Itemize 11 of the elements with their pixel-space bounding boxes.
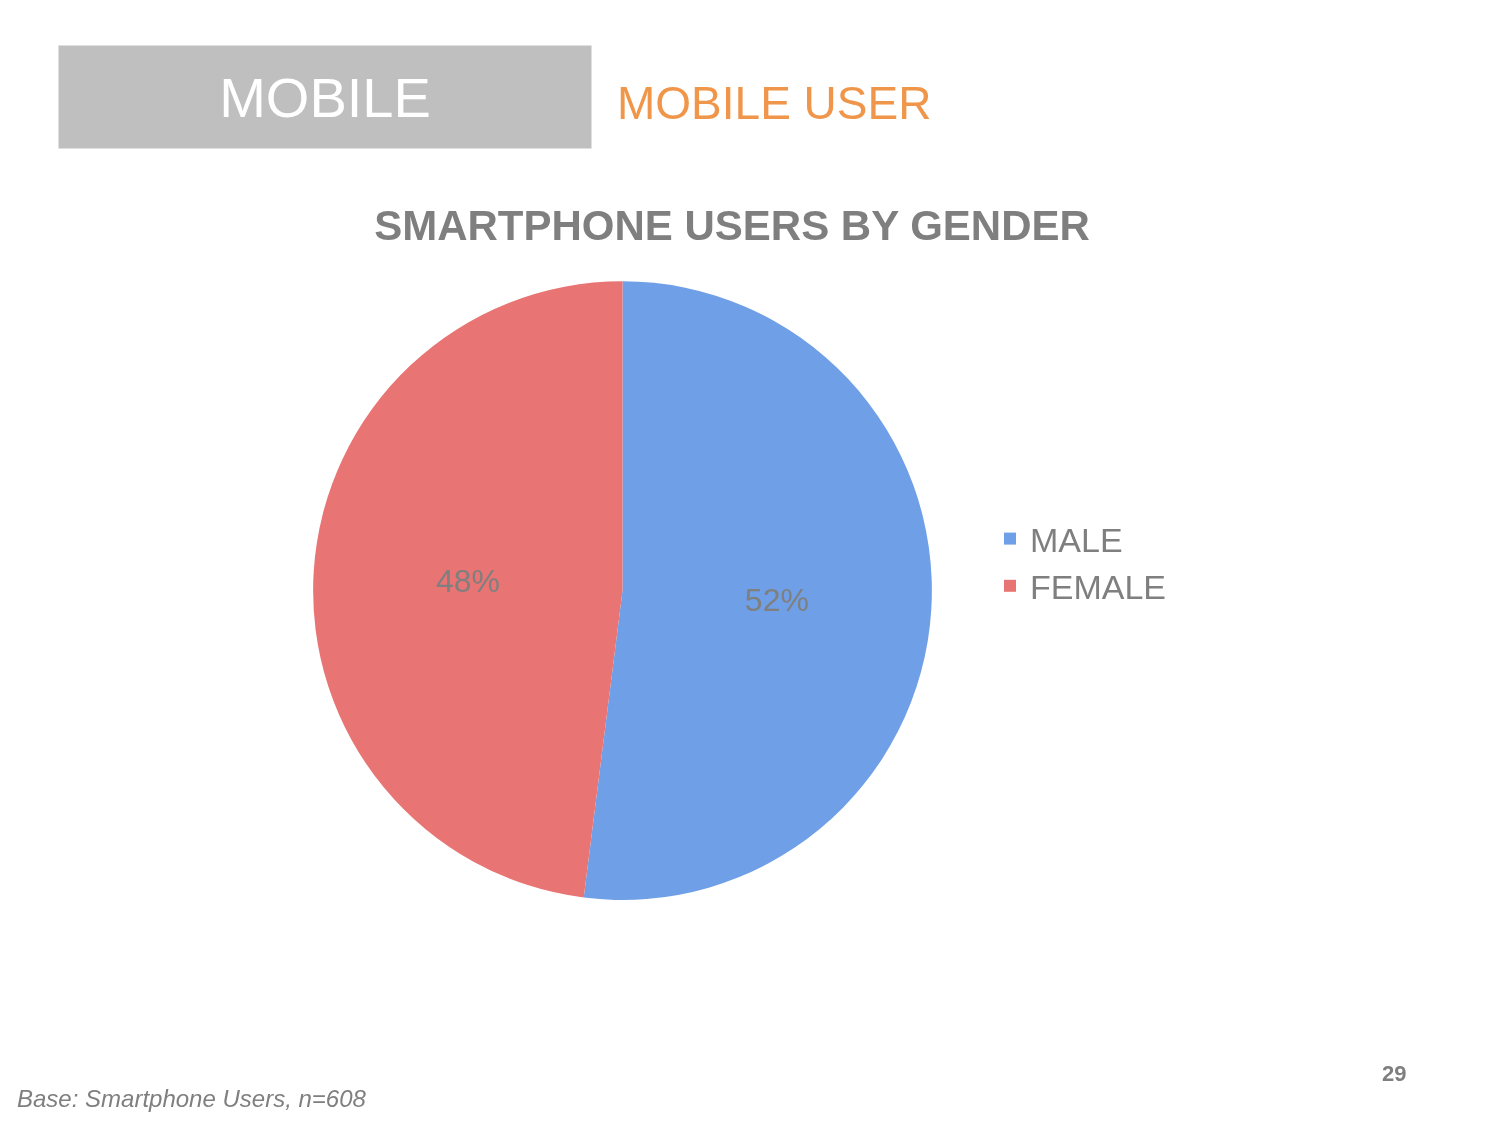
- text: MOBILE: [219, 65, 431, 129]
- chart-title: SMARTPHONE USERS BY GENDER: [374, 201, 1090, 249]
- text: Base: Smartphone Users, n=608: [17, 1085, 367, 1112]
- pie-slice: [583, 281, 932, 900]
- pie-slice: [313, 281, 623, 898]
- text: 29: [1382, 1061, 1407, 1086]
- data-label: 52%: [744, 582, 809, 619]
- legend-label: FEMALE: [1030, 568, 1167, 607]
- legend-label: MALE: [1030, 520, 1123, 559]
- text: MOBILE USER: [617, 77, 932, 129]
- data-label: 48%: [435, 562, 500, 599]
